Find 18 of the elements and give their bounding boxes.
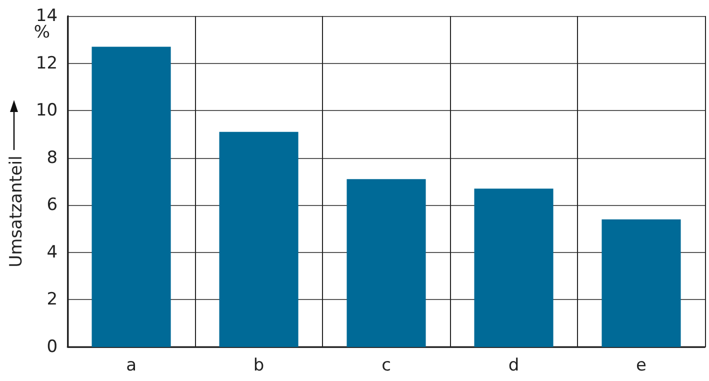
y-tick-label: 8 xyxy=(46,148,58,168)
bar xyxy=(602,219,681,347)
bar xyxy=(219,132,298,347)
y-tick-label: 4 xyxy=(46,242,58,262)
bar xyxy=(346,179,426,347)
y-tick-label: 0 xyxy=(46,337,58,357)
x-tick-label: e xyxy=(636,356,646,376)
x-tick-label: a xyxy=(126,356,136,376)
y-axis-title: Umsatzanteil xyxy=(6,156,26,268)
y-tick-label: 10 xyxy=(36,100,58,121)
bar xyxy=(474,188,554,347)
y-tick-label: 12 xyxy=(36,53,58,74)
y-tick-label: 6 xyxy=(46,195,58,216)
x-tick-label: c xyxy=(382,356,391,376)
bar xyxy=(92,46,171,347)
y-tick-label: 2 xyxy=(46,290,58,310)
x-tick-label: d xyxy=(508,356,520,376)
x-tick-label: b xyxy=(253,356,264,376)
